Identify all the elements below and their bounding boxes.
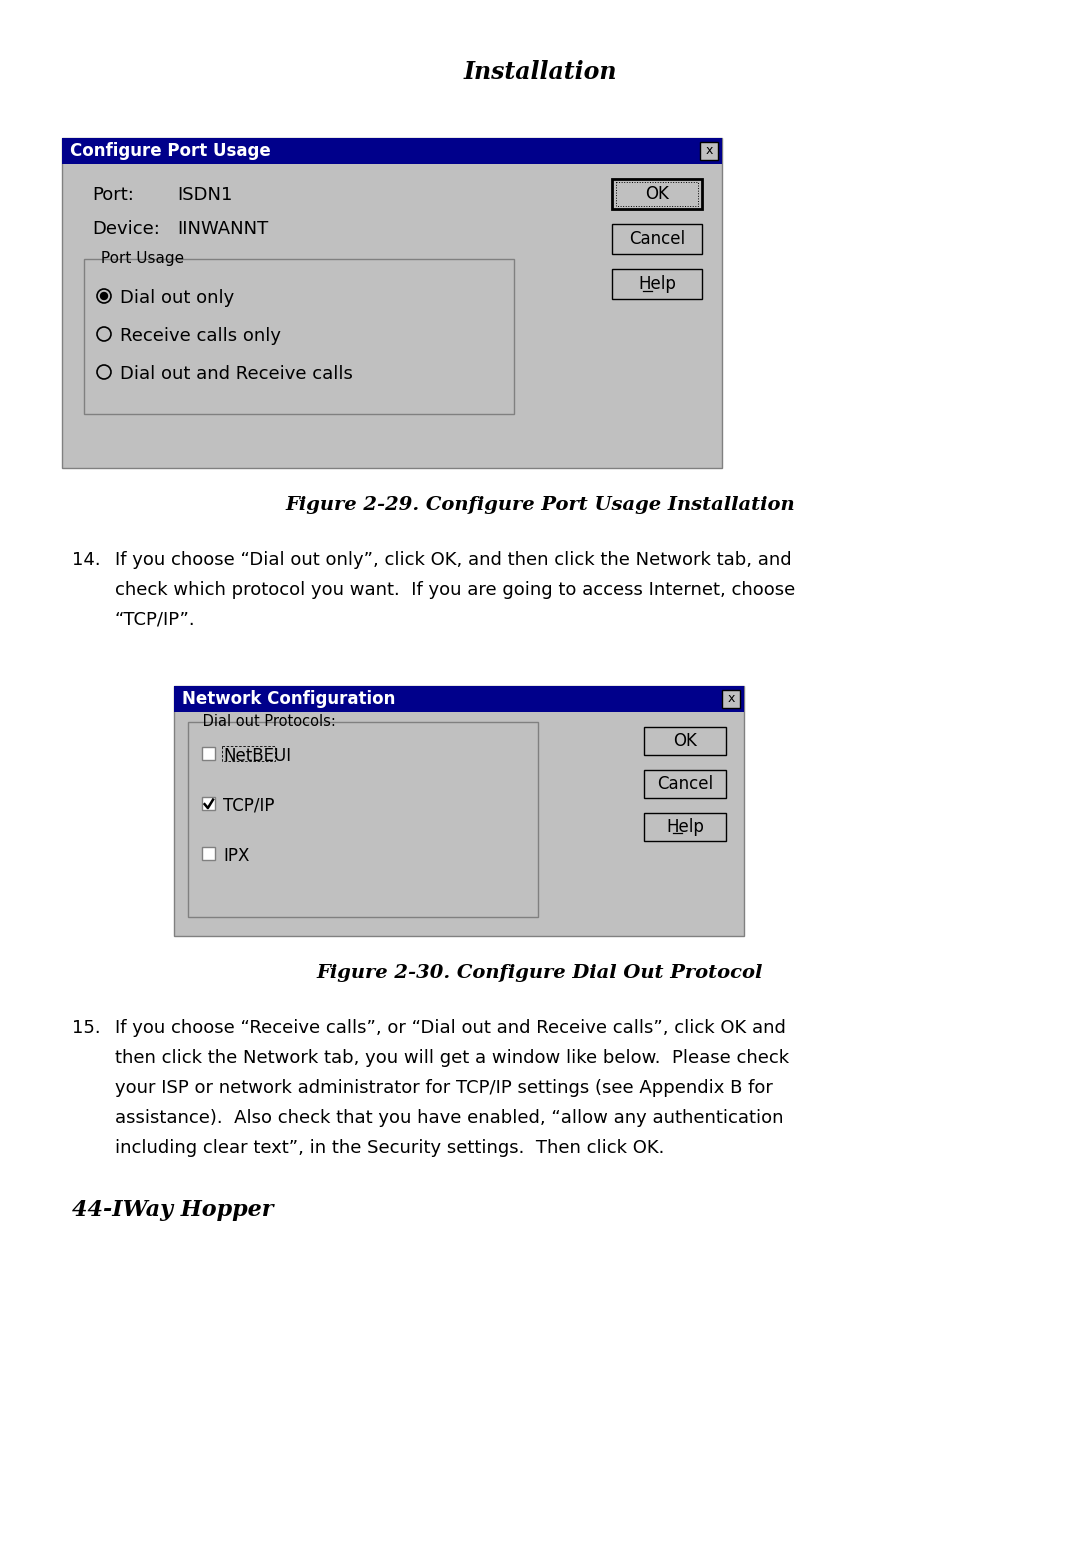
Bar — [202, 797, 215, 811]
Text: Device:: Device: — [92, 221, 160, 238]
Text: Cancel: Cancel — [629, 230, 685, 248]
Text: Configure Port Usage: Configure Port Usage — [70, 141, 271, 160]
Text: x: x — [727, 693, 734, 705]
Text: including clear text”, in the Security settings.  Then click OK.: including clear text”, in the Security s… — [114, 1138, 664, 1157]
Bar — [644, 814, 726, 842]
Bar — [700, 141, 718, 160]
Text: Dial out only: Dial out only — [120, 289, 234, 307]
Text: “TCP/IP”.: “TCP/IP”. — [114, 610, 195, 629]
Bar — [174, 686, 744, 936]
Text: Figure 2-30. Configure Dial Out Protocol: Figure 2-30. Configure Dial Out Protocol — [316, 964, 764, 981]
Text: IINWANNT: IINWANNT — [177, 221, 268, 238]
Text: Dial out Protocols:: Dial out Protocols: — [198, 713, 340, 728]
Bar — [723, 690, 740, 708]
Text: Help: Help — [666, 818, 704, 836]
Text: Cancel: Cancel — [657, 775, 713, 794]
Text: Figure 2-29. Configure Port Usage Installation: Figure 2-29. Configure Port Usage Instal… — [285, 495, 795, 514]
Text: 15.: 15. — [72, 1019, 100, 1037]
Text: IPX: IPX — [222, 846, 249, 865]
Bar — [202, 747, 215, 759]
Circle shape — [100, 292, 108, 300]
Text: x: x — [705, 144, 713, 157]
Text: 44-IWay Hopper: 44-IWay Hopper — [72, 1199, 273, 1221]
Text: OK: OK — [673, 731, 697, 750]
Text: Help: Help — [638, 275, 676, 294]
Text: Dial out and Receive calls: Dial out and Receive calls — [120, 365, 353, 384]
Text: Port:: Port: — [92, 186, 134, 203]
Bar — [644, 727, 726, 755]
Text: check which protocol you want.  If you are going to access Internet, choose: check which protocol you want. If you ar… — [114, 581, 795, 599]
Bar — [644, 770, 726, 798]
Text: If you choose “Receive calls”, or “Dial out and Receive calls”, click OK and: If you choose “Receive calls”, or “Dial … — [114, 1019, 786, 1037]
Text: assistance).  Also check that you have enabled, “allow any authentication: assistance). Also check that you have en… — [114, 1109, 783, 1127]
Text: OK: OK — [645, 185, 669, 203]
Bar — [174, 686, 744, 711]
Bar — [612, 224, 702, 255]
Bar — [62, 138, 723, 165]
Text: 14.: 14. — [72, 551, 100, 568]
Bar — [616, 182, 698, 207]
Bar — [84, 259, 514, 415]
Text: Receive calls only: Receive calls only — [120, 328, 281, 345]
Text: If you choose “Dial out only”, click OK, and then click the Network tab, and: If you choose “Dial out only”, click OK,… — [114, 551, 792, 568]
Bar — [188, 722, 538, 916]
Text: Port Usage: Port Usage — [96, 250, 189, 266]
Text: Network Configuration: Network Configuration — [183, 690, 395, 708]
Text: TCP/IP: TCP/IP — [222, 797, 274, 815]
Text: then click the Network tab, you will get a window like below.  Please check: then click the Network tab, you will get… — [114, 1048, 789, 1067]
Bar — [202, 846, 215, 860]
Text: your ISP or network administrator for TCP/IP settings (see Appendix B for: your ISP or network administrator for TC… — [114, 1079, 773, 1096]
Bar — [612, 269, 702, 300]
Bar — [62, 138, 723, 467]
Text: NetBEUI: NetBEUI — [222, 747, 292, 766]
Bar — [222, 745, 274, 761]
Text: Installation: Installation — [463, 61, 617, 84]
Bar — [612, 179, 702, 210]
Text: ISDN1: ISDN1 — [177, 186, 232, 203]
